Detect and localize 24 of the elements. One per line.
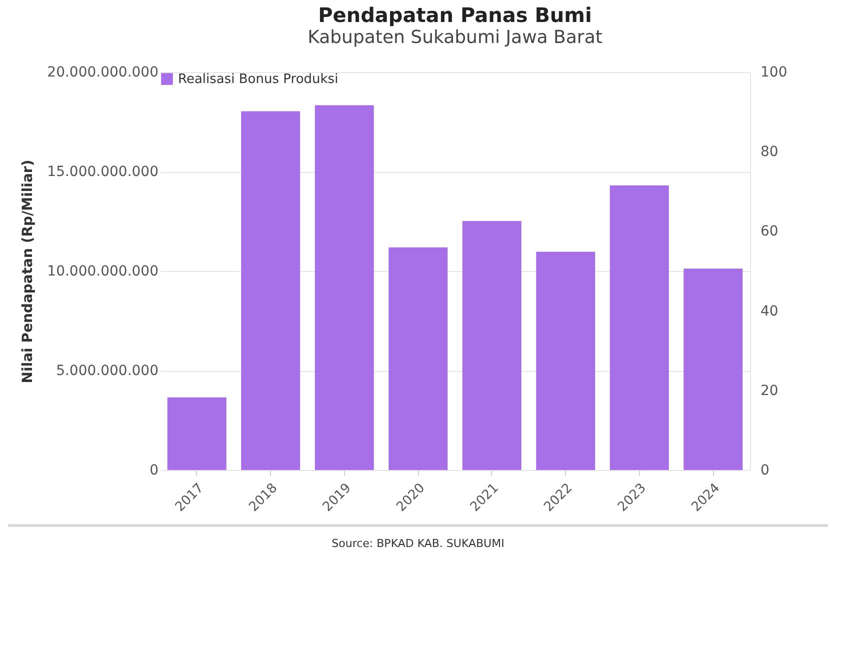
y2-tick-label: 40 [760,303,778,320]
y-tick-label: 15.000.000.000 [47,164,158,180]
bar [241,111,300,470]
y2-tick-label: 20 [760,382,778,399]
y-tick-label: 10.000.000.000 [47,264,158,280]
bar [684,268,743,470]
y2-tick-label: 0 [760,462,770,478]
bar [462,221,522,470]
y2-tick-label: 80 [760,144,778,160]
y-tick-label: 5.000.000.000 [56,363,158,379]
bar [610,185,669,470]
y2-tick-label: 100 [760,64,788,80]
bar [167,397,226,470]
chart-title: Pendapatan Panas Bumi [318,3,592,27]
legend-label: Realisasi Bonus Produksi [178,72,338,87]
source-note: Source: BPKAD KAB. SUKABUMI [330,537,506,550]
y-tick-label: 20.000.000.000 [47,64,158,80]
bar [388,247,448,470]
bar [314,105,374,470]
chart-subtitle: Kabupaten Sukabumi Jawa Barat [308,27,602,48]
bar [536,252,596,470]
y-tick-label: 0 [150,462,158,478]
y-axis-title: Nilai Pendapatan (Rp/Miliar) [20,160,36,384]
y2-tick-label: 60 [760,224,778,240]
